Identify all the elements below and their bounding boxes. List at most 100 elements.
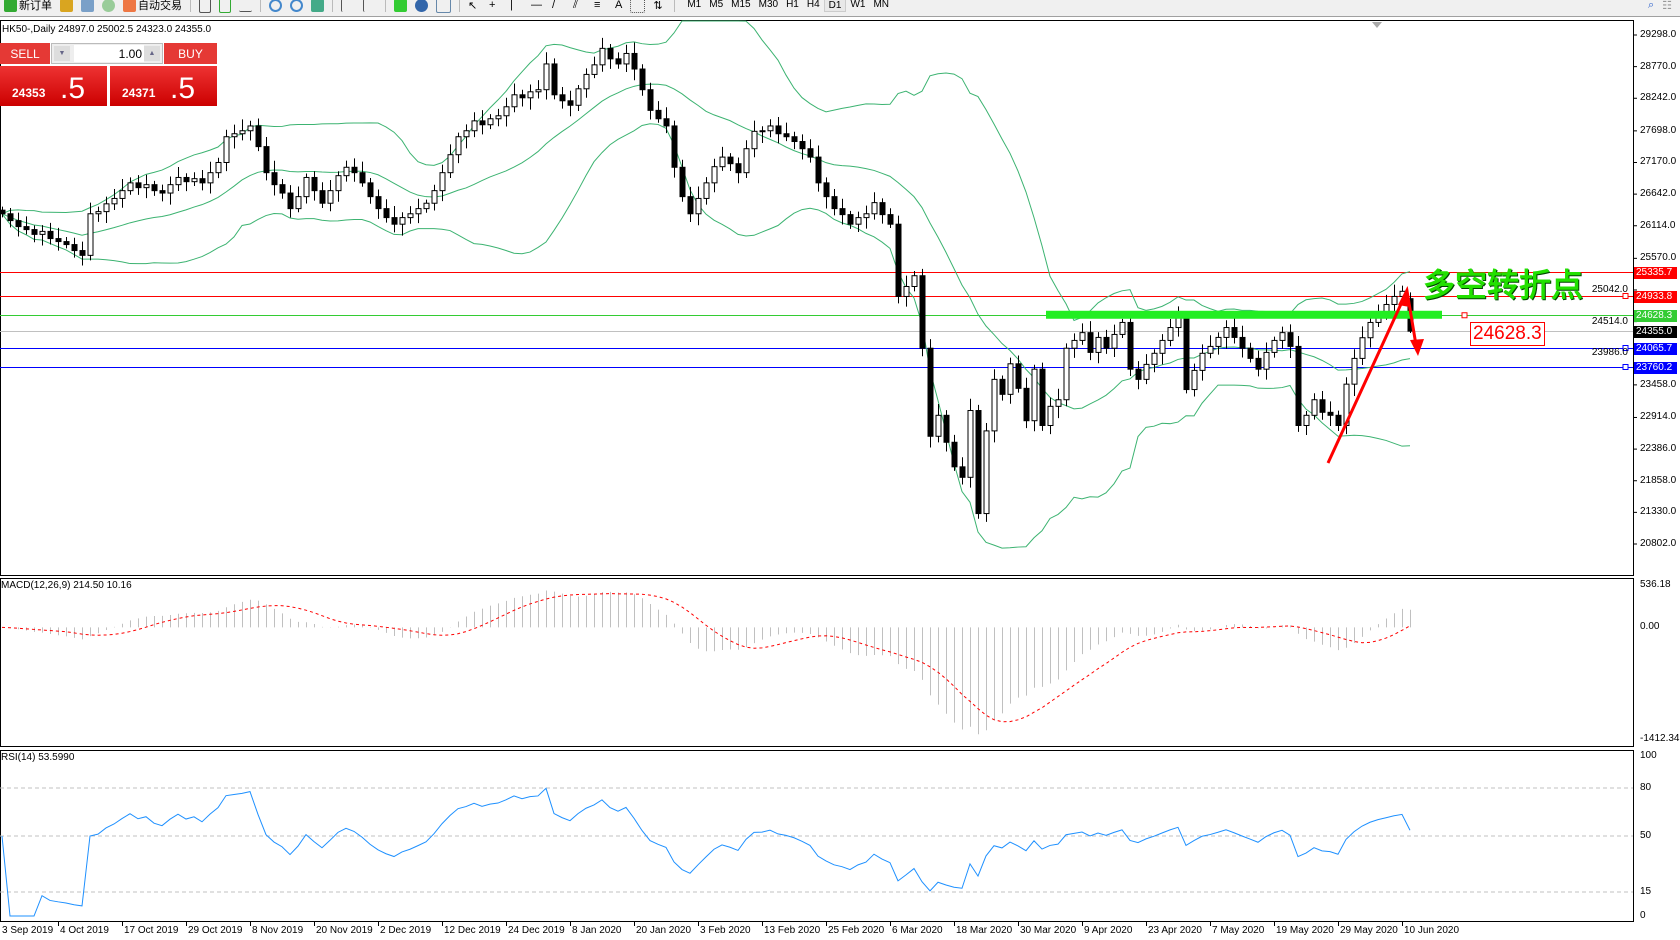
fibonacci-icon[interactable]: ≡ bbox=[594, 0, 601, 11]
candle-body bbox=[1311, 399, 1318, 416]
candle-body bbox=[567, 100, 574, 106]
candle-body bbox=[823, 182, 830, 198]
candle-body bbox=[0, 209, 6, 215]
candlestick-icon[interactable] bbox=[219, 0, 231, 13]
rsi-axis-label: 15 bbox=[1640, 886, 1652, 897]
sell-button[interactable]: SELL bbox=[0, 43, 50, 64]
candle-body bbox=[511, 94, 518, 108]
candle-body bbox=[863, 213, 870, 219]
candle-body bbox=[751, 130, 758, 150]
vertical-line-icon[interactable]: | bbox=[510, 0, 513, 11]
terminal-icon[interactable] bbox=[81, 0, 94, 12]
candle-body bbox=[1063, 347, 1070, 401]
history-icon[interactable] bbox=[60, 0, 73, 12]
timeframe-mn[interactable]: MN bbox=[873, 0, 890, 10]
new-order-button[interactable]: 新订单 bbox=[4, 0, 52, 13]
periods-icon[interactable] bbox=[415, 0, 428, 12]
candle-body bbox=[335, 175, 342, 192]
candle-body bbox=[1215, 336, 1222, 347]
price-axis-label: 22386.0 bbox=[1640, 443, 1677, 455]
date-axis-label: 3 Feb 2020 bbox=[700, 925, 751, 936]
date-axis-label: 8 Nov 2019 bbox=[252, 925, 304, 936]
buy-button[interactable]: BUY bbox=[164, 43, 217, 64]
candle-body bbox=[231, 133, 238, 138]
text-tool-button[interactable]: A bbox=[615, 0, 623, 11]
timeframe-m15[interactable]: M15 bbox=[731, 0, 751, 10]
macd-axis-label: 536.18 bbox=[1640, 579, 1671, 590]
chat-icon[interactable]: ☷ bbox=[1662, 0, 1672, 12]
line-handle bbox=[1622, 364, 1629, 370]
candle-body bbox=[815, 156, 822, 184]
candle-body bbox=[431, 190, 438, 204]
symbol-info: HK50-,Daily 24897.0 25002.5 24323.0 2435… bbox=[2, 24, 212, 35]
new-order-icon bbox=[4, 0, 17, 12]
crosshair-icon[interactable]: + bbox=[489, 0, 496, 11]
autoscroll-icon[interactable] bbox=[363, 0, 377, 12]
chart-shift-icon[interactable] bbox=[341, 0, 355, 12]
equidistant-channel-icon[interactable]: ⫽ bbox=[573, 0, 578, 11]
line-chart-icon[interactable] bbox=[239, 0, 252, 12]
candle-body bbox=[1319, 399, 1326, 413]
timeframe-m30[interactable]: M30 bbox=[758, 0, 779, 10]
bar-chart-icon[interactable] bbox=[199, 0, 211, 13]
candle-body bbox=[439, 172, 446, 192]
tile-windows-icon[interactable] bbox=[311, 0, 324, 12]
price-axis-label: 27170.0 bbox=[1640, 156, 1677, 168]
search-icon[interactable]: ⌕ bbox=[1647, 0, 1655, 11]
candle-body bbox=[119, 190, 126, 199]
arrows-icon[interactable]: ⇅ bbox=[653, 0, 663, 12]
candle-body bbox=[591, 64, 598, 75]
candle-body bbox=[1183, 316, 1190, 391]
timeframe-h4[interactable]: H4 bbox=[806, 0, 820, 10]
signal-icon[interactable] bbox=[102, 0, 115, 12]
timeframe-m5[interactable]: M5 bbox=[709, 0, 724, 10]
candle-body bbox=[31, 229, 38, 235]
price-label-box[interactable]: 24628.3 bbox=[1470, 322, 1545, 346]
trendline-icon[interactable]: / bbox=[552, 0, 556, 11]
candle-body bbox=[343, 166, 350, 177]
separator bbox=[190, 0, 191, 12]
timeframe-w1[interactable]: W1 bbox=[850, 0, 866, 10]
candle-body bbox=[1279, 332, 1286, 341]
lot-decrease-icon[interactable]: ▼ bbox=[54, 46, 70, 61]
zoom-in-icon[interactable] bbox=[269, 0, 282, 12]
candle-body bbox=[1119, 321, 1126, 335]
candle-body bbox=[87, 213, 94, 256]
lot-size-input[interactable] bbox=[74, 45, 144, 62]
candle-body bbox=[1039, 368, 1046, 426]
indicators-icon[interactable] bbox=[394, 0, 407, 12]
timeframe-d1[interactable]: D1 bbox=[823, 0, 847, 12]
candle-body bbox=[559, 94, 566, 102]
price-axis-label: 23986.0 bbox=[1591, 347, 1628, 359]
candle-body bbox=[1271, 339, 1278, 353]
turning-point-annotation[interactable]: 多空转折点 bbox=[1423, 266, 1584, 304]
sell-price-button[interactable]: 24353 .5 bbox=[0, 66, 107, 106]
lot-increase-icon[interactable]: ▲ bbox=[144, 46, 160, 61]
date-axis-label: 9 Apr 2020 bbox=[1084, 925, 1133, 936]
text-label-icon[interactable] bbox=[630, 0, 646, 13]
timeframe-h1[interactable]: H1 bbox=[786, 0, 799, 10]
candle-body bbox=[39, 230, 46, 235]
date-axis-label: 19 May 2020 bbox=[1276, 925, 1334, 936]
horizontal-line-icon[interactable]: — bbox=[531, 0, 542, 11]
timeframe-m1[interactable]: M1 bbox=[687, 0, 702, 10]
price-axis-label: 21858.0 bbox=[1640, 474, 1677, 486]
price-axis-label: 25570.0 bbox=[1640, 252, 1677, 264]
zoom-out-icon[interactable] bbox=[290, 0, 303, 12]
auto-trading-label: 自动交易 bbox=[138, 0, 182, 12]
separator bbox=[385, 0, 386, 12]
candle-body bbox=[879, 202, 886, 216]
auto-trading-button[interactable]: 自动交易 bbox=[123, 0, 182, 13]
candle-body bbox=[735, 163, 742, 174]
candle-body bbox=[423, 202, 430, 210]
templates-icon[interactable] bbox=[436, 0, 451, 13]
candle-body bbox=[527, 91, 534, 99]
cursor-icon[interactable]: ↖ bbox=[468, 0, 478, 12]
price-axis-label: 20802.0 bbox=[1640, 538, 1677, 549]
candle-body bbox=[1087, 332, 1094, 353]
candle-body bbox=[175, 176, 182, 186]
candle-body bbox=[143, 184, 150, 189]
buy-price-button[interactable]: 24371 .5 bbox=[110, 66, 217, 106]
candle-body bbox=[223, 136, 230, 163]
